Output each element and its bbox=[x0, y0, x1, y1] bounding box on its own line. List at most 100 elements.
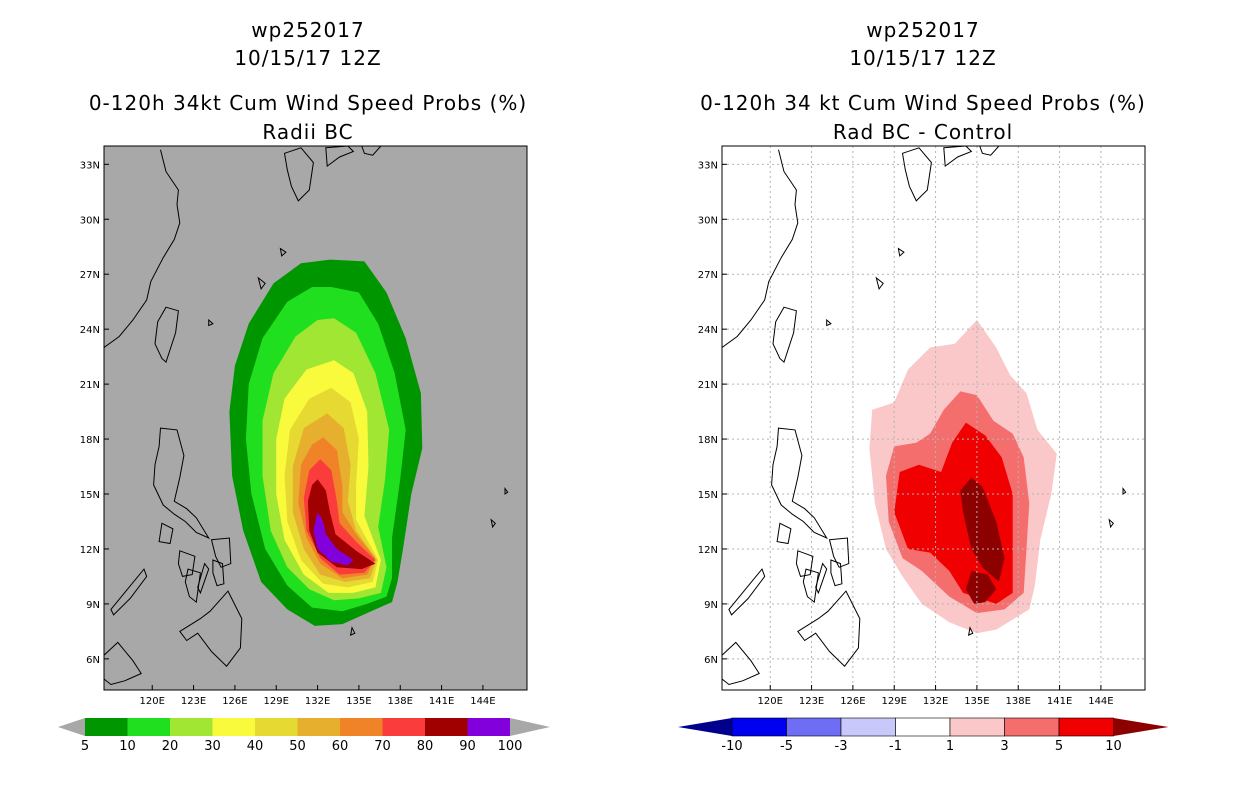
left-x-tick-label: 129E bbox=[264, 696, 289, 707]
right-colorbar-swatch bbox=[895, 717, 951, 737]
left-coastline-samar bbox=[210, 537, 232, 568]
right-contour-band-10 bbox=[960, 477, 1005, 582]
right-title-datetime: 10/15/17 12Z bbox=[849, 46, 997, 70]
left-title-subtitle: Radii BC bbox=[262, 120, 354, 144]
left-colorbar-swatch bbox=[255, 718, 298, 736]
left-coastline-guam bbox=[490, 518, 496, 529]
right-x-tick-label: 144E bbox=[1088, 696, 1113, 707]
left-contour-band-90 bbox=[313, 512, 354, 566]
left-x-tick-label: 135E bbox=[346, 696, 371, 707]
right-colorbar-label: -10 bbox=[721, 739, 742, 754]
right-x-tick-label: 129E bbox=[882, 696, 907, 707]
left-plot-frame bbox=[103, 145, 528, 691]
right-colorbar-extend-low bbox=[678, 718, 732, 736]
right-y-tick-label: 33N bbox=[698, 160, 718, 171]
left-colorbar-extend-high bbox=[510, 718, 550, 736]
left-coastline-palau bbox=[349, 626, 356, 636]
right-colorbar-label: 1 bbox=[946, 739, 954, 754]
right-coastline-panay bbox=[795, 550, 814, 577]
left-coastline-ryukyu3 bbox=[208, 318, 214, 327]
right-y-tick-label: 24N bbox=[698, 325, 718, 336]
left-y-tick-label: 18N bbox=[80, 435, 100, 446]
right-colorbar-swatch bbox=[1058, 717, 1114, 737]
left-coastline-ryukyu2 bbox=[279, 247, 287, 257]
left-colorbar-label: 80 bbox=[417, 739, 434, 754]
right-y-tick-label: 15N bbox=[698, 490, 718, 501]
left-x-tick-label: 141E bbox=[429, 696, 454, 707]
left-y-tick-label: 6N bbox=[86, 655, 100, 666]
left-y-tick-label: 27N bbox=[80, 270, 100, 281]
left-title-product: 0-120h 34kt Cum Wind Speed Probs (%) bbox=[88, 91, 528, 115]
right-coastline-luzon bbox=[771, 427, 828, 540]
left-colorbar-label: 70 bbox=[374, 739, 391, 754]
right-coastline-saipan bbox=[1122, 486, 1127, 495]
right-x-tick-label: 141E bbox=[1047, 696, 1072, 707]
left-coastline-palawan bbox=[110, 568, 148, 616]
right-title-product: 0-120h 34 kt Cum Wind Speed Probs (%) bbox=[700, 91, 1146, 115]
left-coastline-leyte bbox=[212, 559, 225, 587]
left-colorbar-swatch bbox=[212, 718, 255, 736]
left-y-tick-label: 9N bbox=[86, 600, 100, 611]
left-colorbar-label: 90 bbox=[459, 739, 476, 754]
right-colorbar-label: 5 bbox=[1055, 739, 1063, 754]
right-coastline-kyushu bbox=[901, 147, 932, 202]
right-y-tick-label: 12N bbox=[698, 545, 718, 556]
left-x-tick-label: 138E bbox=[388, 696, 413, 707]
left-colorbar-swatch bbox=[425, 718, 468, 736]
left-y-tick-label: 30N bbox=[80, 215, 100, 226]
right-coastline-honshu_tip bbox=[920, 146, 1000, 156]
left-x-tick-label: 120E bbox=[140, 696, 165, 707]
left-coastline-mindoro bbox=[158, 522, 174, 545]
right-panel: wp252017 10/15/17 12Z 0-120h 34 kt Cum W… bbox=[618, 0, 1236, 800]
left-colorbar-swatch bbox=[467, 718, 510, 736]
left-colorbar-label: 100 bbox=[498, 739, 523, 754]
right-coastline-guam bbox=[1108, 518, 1114, 529]
left-coastline-ryukyu1 bbox=[257, 276, 266, 291]
left-coastline-china bbox=[104, 149, 181, 348]
right-coastline-negros bbox=[802, 568, 819, 604]
left-colorbar-swatch bbox=[127, 718, 170, 736]
left-x-tick-label: 123E bbox=[181, 696, 206, 707]
right-coastline-ryukyu2 bbox=[897, 247, 905, 257]
right-plot-frame bbox=[721, 145, 1146, 691]
right-coastline-leyte bbox=[830, 559, 843, 587]
right-y-tick-label: 30N bbox=[698, 215, 718, 226]
left-colorbar-label: 20 bbox=[162, 739, 179, 754]
right-y-tick-label: 9N bbox=[704, 600, 718, 611]
left-coastline-mindanao bbox=[179, 590, 243, 667]
right-coastline-borneo bbox=[722, 641, 760, 686]
right-colorbar-swatch bbox=[1004, 717, 1060, 737]
left-x-tick-label: 144E bbox=[470, 696, 495, 707]
right-colorbar-extend-high bbox=[1113, 718, 1169, 736]
right-chart: 120E 123E 126E 129E 132E 135E 138E 141E 144E 6N 9N… bbox=[678, 145, 1169, 754]
right-colorbar-label: -5 bbox=[780, 739, 793, 754]
left-y-tick-label: 33N bbox=[80, 160, 100, 171]
right-coastline-ryukyu1 bbox=[875, 276, 884, 291]
right-coastline-palawan bbox=[728, 568, 766, 616]
left-colorbar-swatch bbox=[85, 718, 128, 736]
right-coastline-samar bbox=[828, 537, 850, 568]
left-y-tick-label: 21N bbox=[80, 380, 100, 391]
left-chart: 120E 123E 126E 129E 132E 135E 138E 141E 144E 6N 9N… bbox=[58, 145, 550, 754]
left-colorbar-swatch bbox=[382, 718, 425, 736]
right-y-tick-label: 27N bbox=[698, 270, 718, 281]
left-colorbar-label: 10 bbox=[119, 739, 136, 754]
left-title-datetime: 10/15/17 12Z bbox=[234, 46, 382, 70]
right-x-tick-label: 132E bbox=[923, 696, 948, 707]
left-title-storm-id: wp252017 bbox=[251, 18, 365, 42]
right-coastline-china bbox=[722, 149, 799, 348]
left-coastline-kyushu bbox=[283, 147, 314, 202]
left-coastline-borneo bbox=[104, 641, 142, 686]
right-y-tick-label: 6N bbox=[704, 655, 718, 666]
left-colorbar-label: 50 bbox=[289, 739, 306, 754]
right-y-tick-label: 21N bbox=[698, 380, 718, 391]
right-coastline-ryukyu3 bbox=[826, 318, 832, 327]
right-colorbar-swatch bbox=[949, 717, 1005, 737]
left-y-tick-label: 24N bbox=[80, 325, 100, 336]
left-x-tick-label: 126E bbox=[222, 696, 247, 707]
left-y-tick-label: 15N bbox=[80, 490, 100, 501]
left-colorbar-extend-low bbox=[58, 718, 85, 736]
right-colorbar-swatch bbox=[731, 717, 787, 737]
left-coastline-negros bbox=[184, 568, 201, 604]
right-x-tick-label: 120E bbox=[758, 696, 783, 707]
